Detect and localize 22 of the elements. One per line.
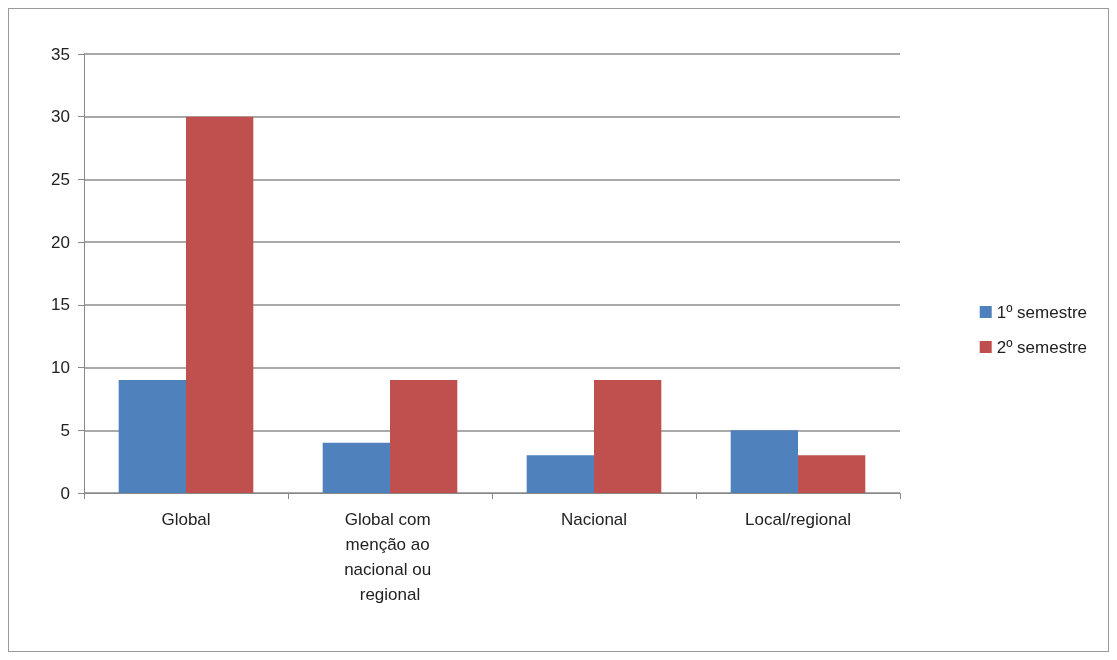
y-tick-label: 20 — [51, 232, 70, 252]
bar — [390, 380, 458, 493]
x-tick-label: Local/regional — [745, 510, 851, 529]
y-tick-label: 35 — [51, 44, 70, 64]
bar — [730, 430, 798, 493]
bar — [186, 116, 254, 493]
bar — [118, 380, 186, 493]
x-tick-label: Nacional — [560, 510, 628, 529]
legend-label: 2º semestre — [996, 337, 1087, 357]
bar — [594, 380, 662, 493]
y-tick-label: 30 — [51, 107, 70, 127]
bar — [526, 455, 594, 493]
x-tick-label: Global — [161, 510, 211, 529]
bar — [322, 442, 390, 493]
y-tick-label: 10 — [51, 358, 70, 378]
y-tick-label: 0 — [60, 483, 70, 503]
x-tick-label: Global com menção ao nacional ou regional — [344, 510, 436, 604]
y-tick-label: 5 — [60, 420, 70, 440]
legend-label: 1º semestre — [996, 302, 1087, 322]
bar — [798, 455, 866, 493]
y-tick-label: 25 — [51, 169, 70, 189]
y-tick-label: 15 — [51, 295, 70, 315]
